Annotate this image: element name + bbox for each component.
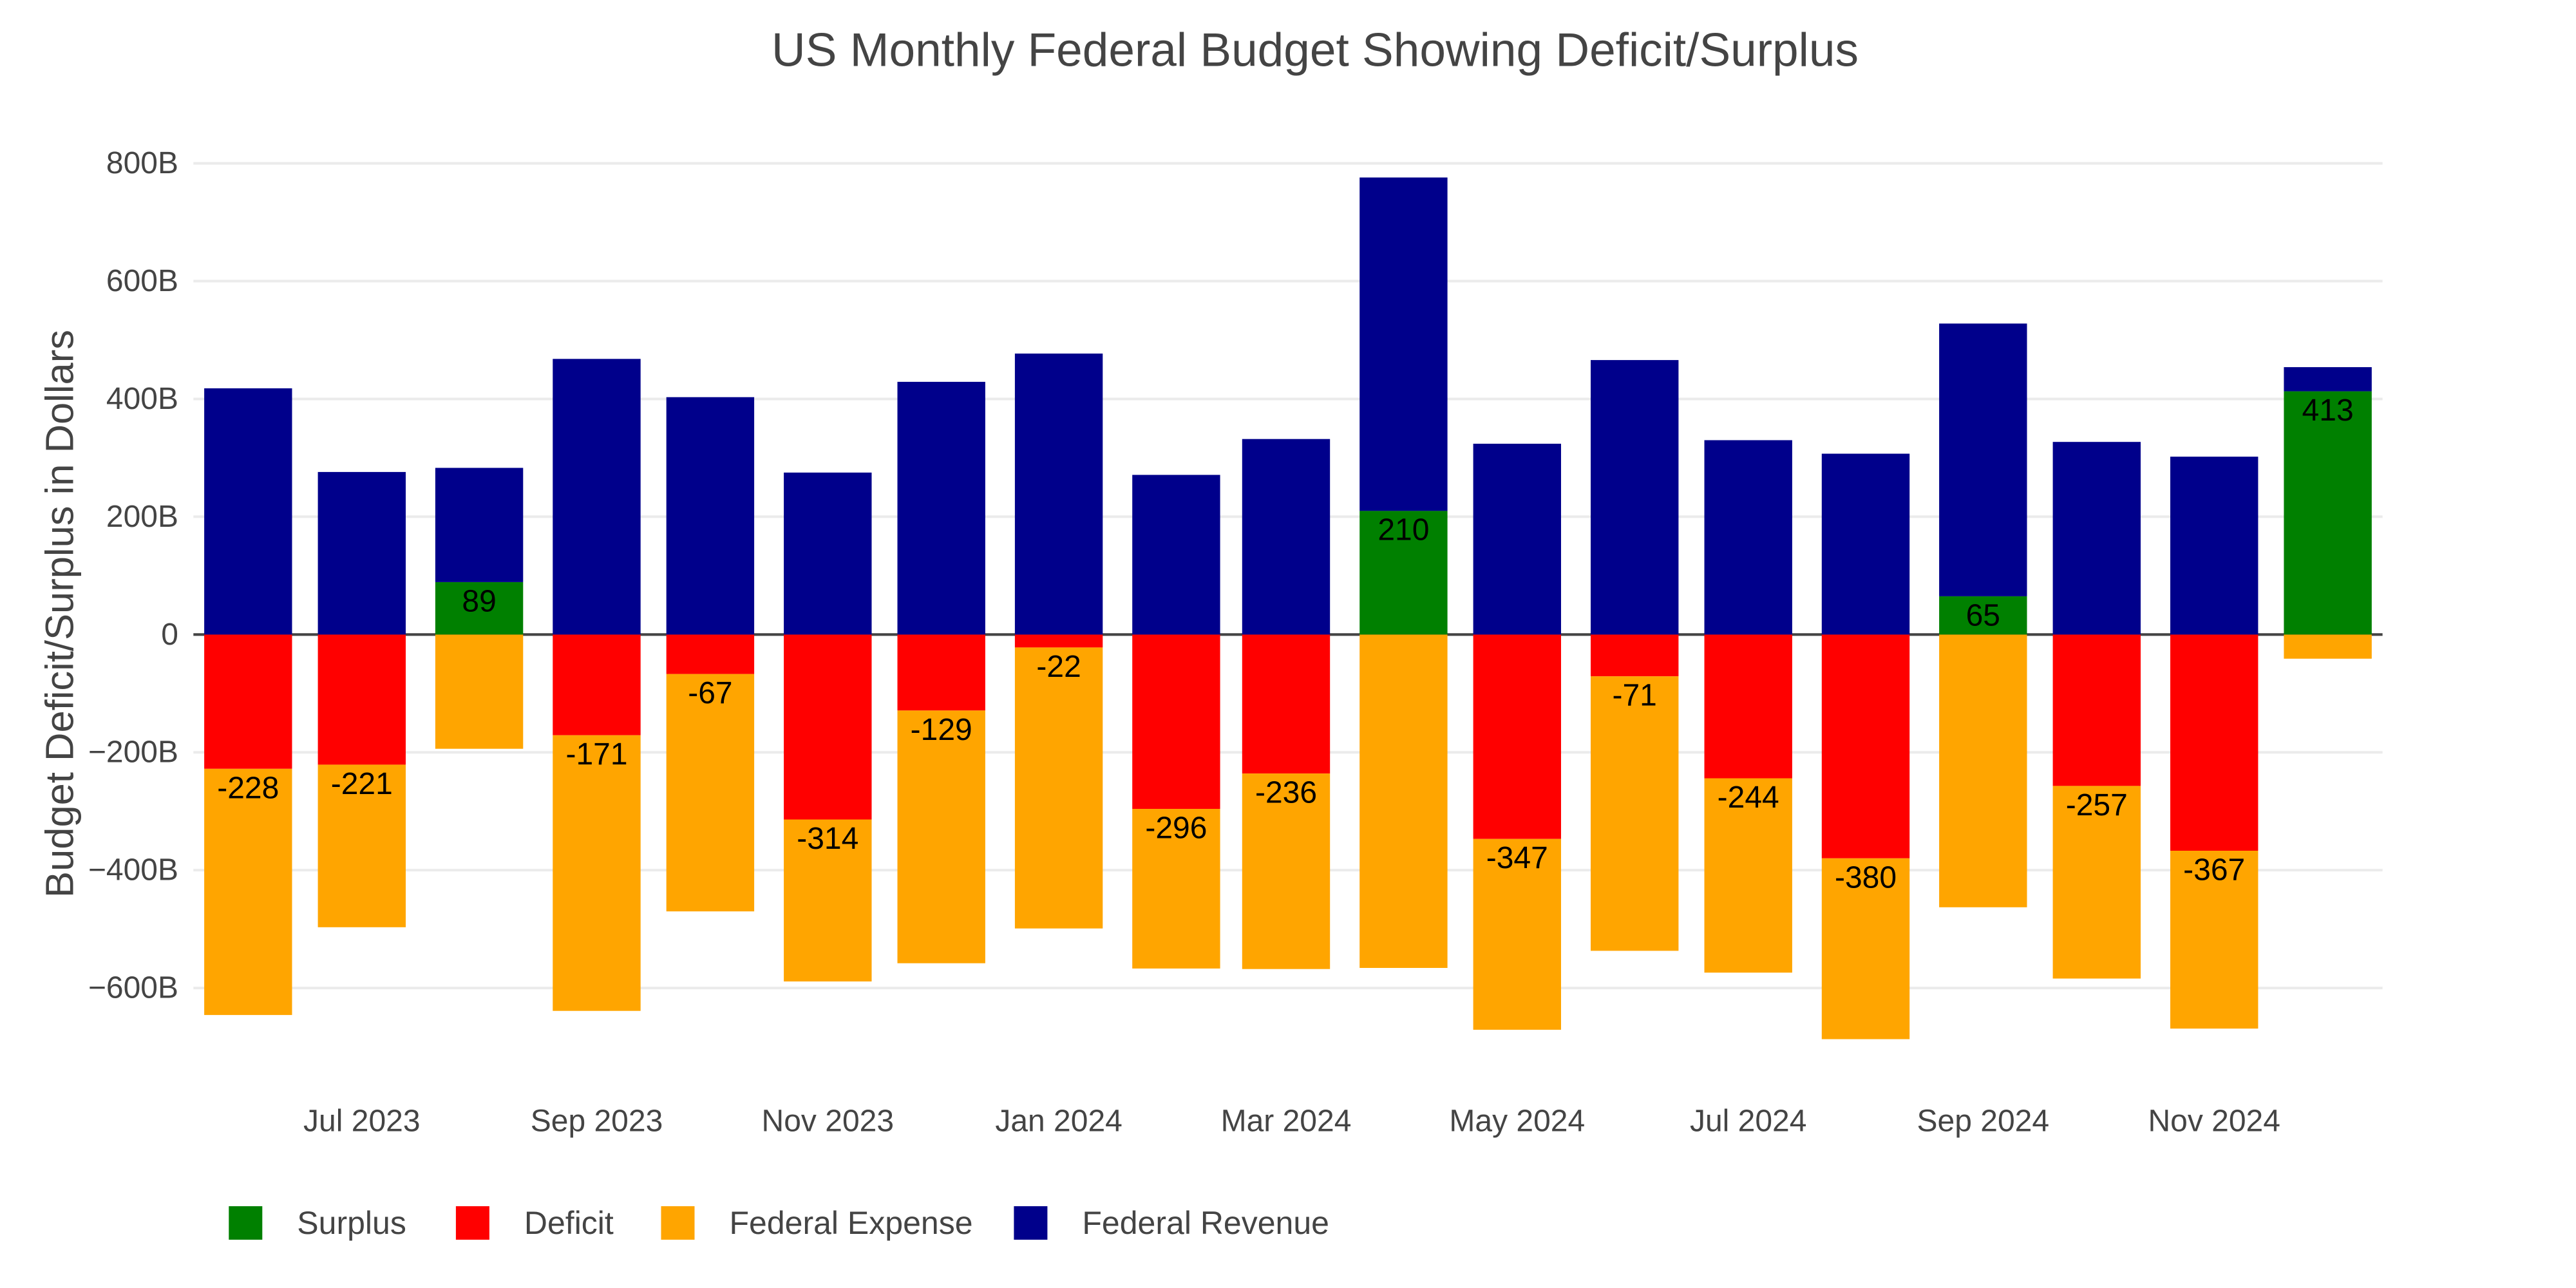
svg-text:-171: -171	[565, 737, 627, 772]
svg-text:-244: -244	[1718, 781, 1779, 815]
svg-text:89: 89	[462, 584, 496, 618]
svg-text:-228: -228	[217, 771, 279, 805]
svg-text:Nov 2024: Nov 2024	[2148, 1104, 2280, 1139]
svg-text:-71: -71	[1613, 679, 1657, 713]
svg-text:−200B: −200B	[88, 735, 178, 770]
svg-text:-347: -347	[1486, 841, 1548, 875]
svg-text:Federal Revenue: Federal Revenue	[1082, 1205, 1329, 1241]
svg-text:65: 65	[1966, 598, 2000, 632]
svg-text:Deficit: Deficit	[524, 1205, 614, 1241]
svg-text:600B: 600B	[106, 264, 178, 298]
svg-text:Federal Expense: Federal Expense	[730, 1205, 973, 1241]
svg-text:-236: -236	[1255, 776, 1317, 810]
svg-text:-67: -67	[688, 676, 732, 710]
svg-text:-314: -314	[797, 822, 858, 856]
svg-text:-296: -296	[1145, 811, 1207, 846]
svg-text:−400B: −400B	[88, 853, 178, 887]
svg-text:800B: 800B	[106, 146, 178, 180]
svg-text:Sep 2023: Sep 2023	[531, 1104, 663, 1139]
svg-text:−600B: −600B	[88, 971, 178, 1005]
svg-text:210: 210	[1378, 513, 1429, 547]
svg-text:-367: -367	[2183, 853, 2245, 887]
svg-text:Jul 2024: Jul 2024	[1690, 1104, 1806, 1139]
svg-text:May 2024: May 2024	[1449, 1104, 1585, 1139]
svg-text:Mar 2024: Mar 2024	[1221, 1104, 1352, 1139]
svg-text:-257: -257	[2066, 788, 2128, 822]
svg-text:-129: -129	[911, 713, 972, 747]
svg-text:-22: -22	[1036, 650, 1081, 684]
svg-text:Nov 2023: Nov 2023	[762, 1104, 894, 1139]
svg-text:-380: -380	[1835, 860, 1897, 895]
svg-text:-221: -221	[331, 767, 393, 801]
svg-text:US Monthly Federal Budget Show: US Monthly Federal Budget Showing Defici…	[772, 24, 1859, 77]
svg-text:Jul 2023: Jul 2023	[303, 1104, 420, 1139]
svg-text:Surplus: Surplus	[297, 1205, 406, 1241]
svg-text:200B: 200B	[106, 500, 178, 534]
svg-text:Jan 2024: Jan 2024	[995, 1104, 1122, 1139]
svg-text:0: 0	[161, 618, 178, 652]
svg-text:400B: 400B	[106, 382, 178, 416]
svg-text:Sep 2024: Sep 2024	[1917, 1104, 2050, 1139]
svg-text:Budget Deficit/Surplus in Doll: Budget Deficit/Surplus in Dollars	[38, 330, 82, 898]
svg-text:413: 413	[2302, 393, 2354, 428]
